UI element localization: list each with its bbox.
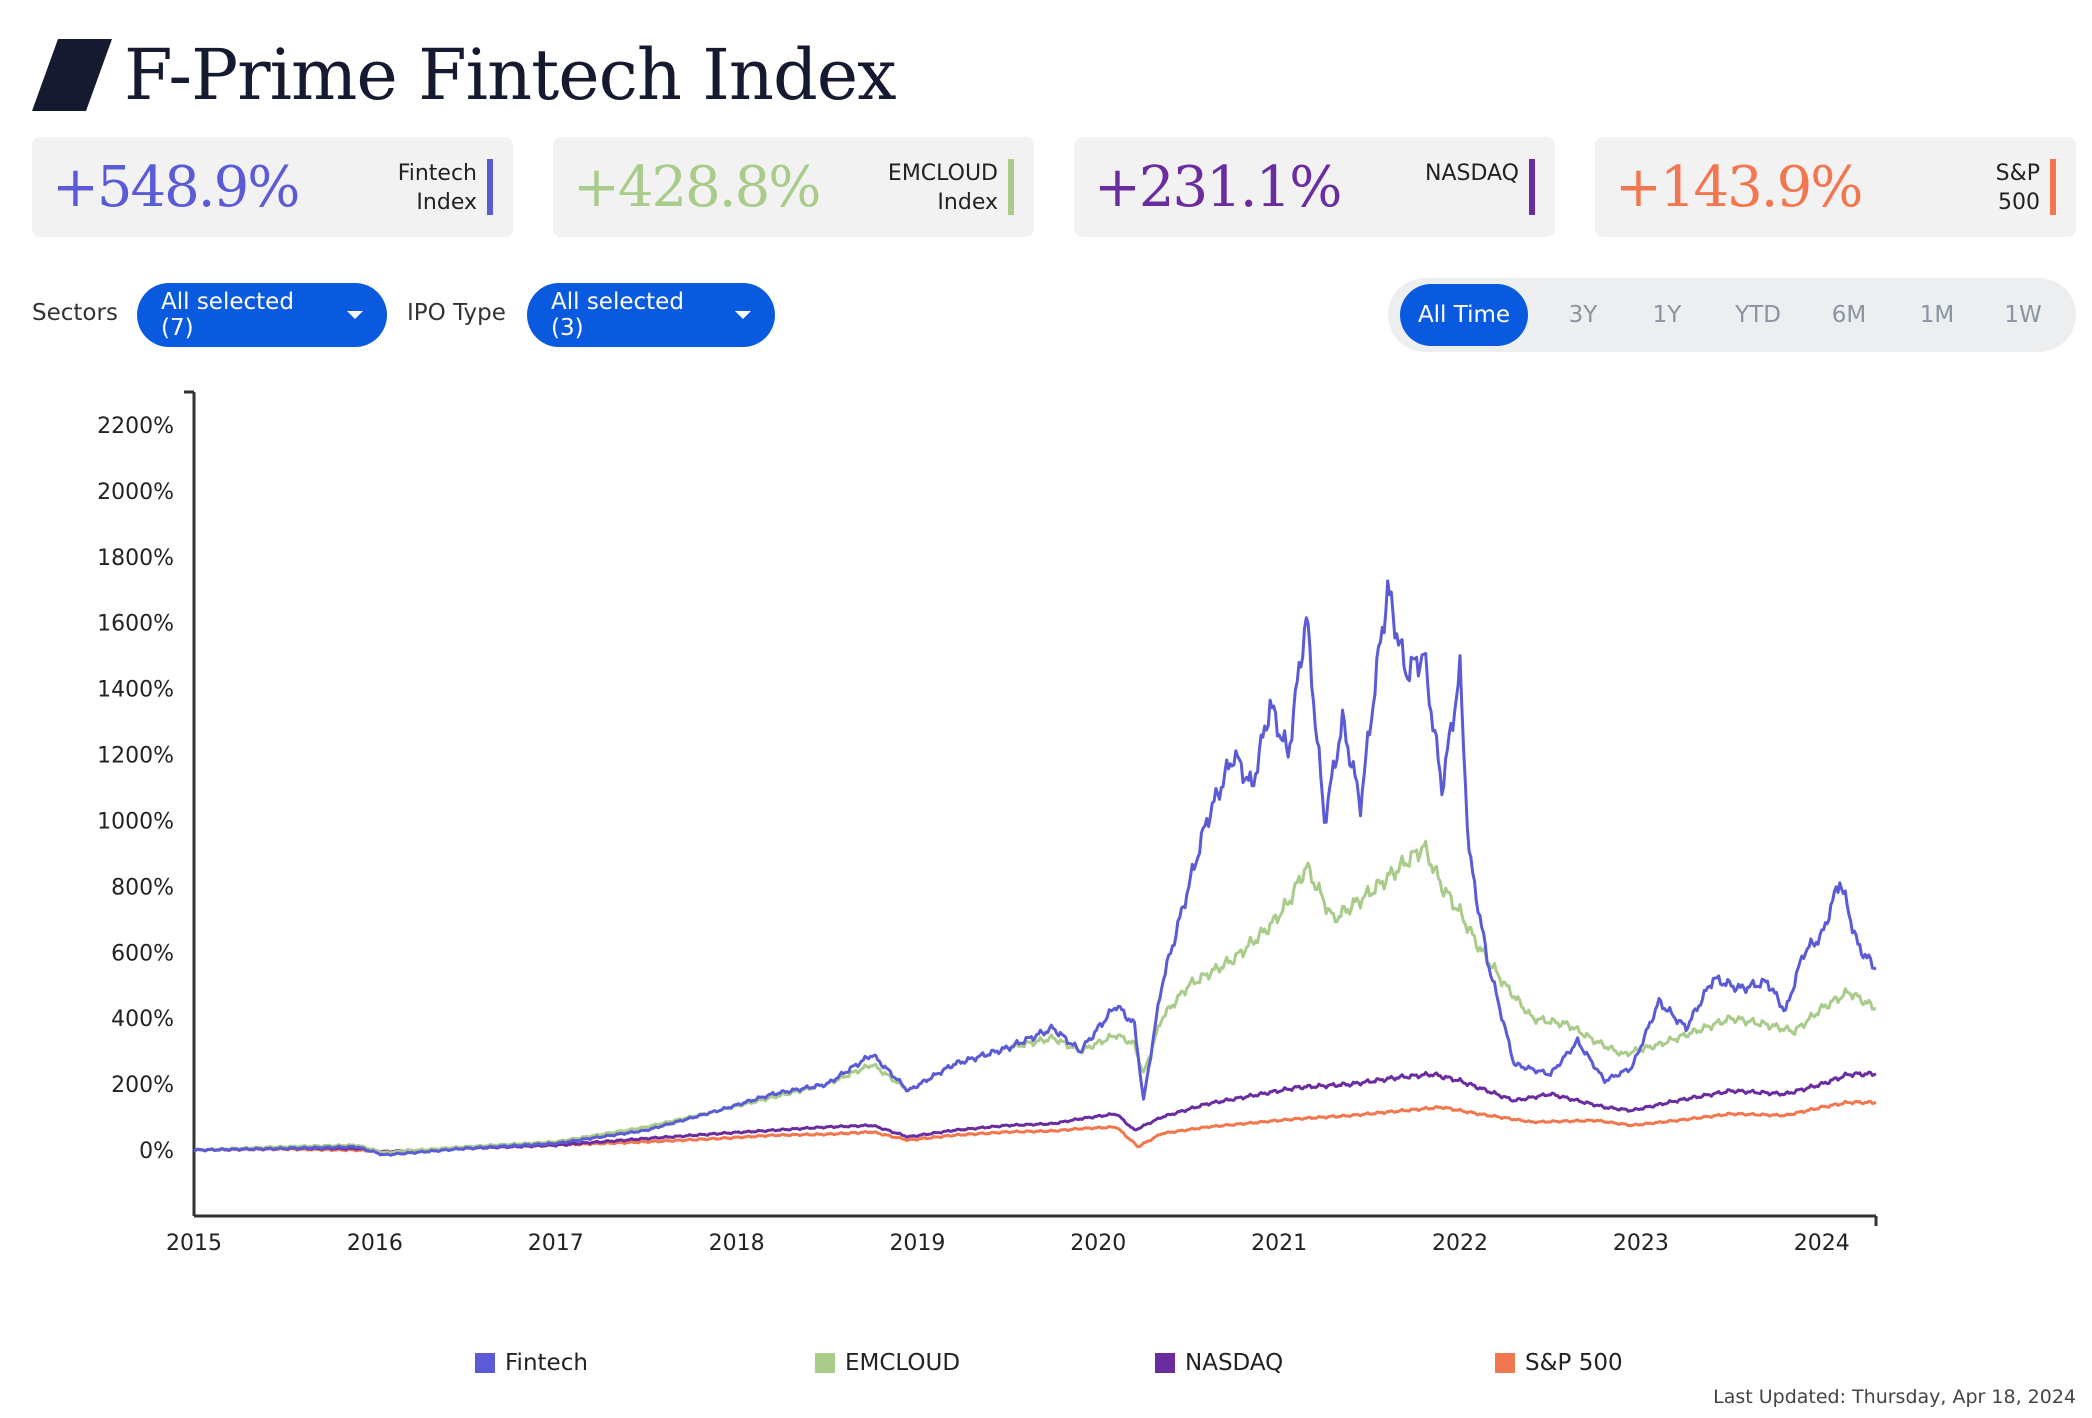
chart-legend: Fintech EMCLOUD NASDAQ S&P 500: [0, 1350, 2092, 1380]
x-tick-label: 2019: [889, 1231, 945, 1256]
stat-label: S&P 500: [1995, 161, 2040, 215]
y-tick-label: 0%: [139, 1139, 174, 1164]
y-tick-label: 2200%: [97, 414, 174, 439]
x-tick-label: 2018: [709, 1231, 765, 1256]
y-tick-label: 800%: [111, 875, 174, 900]
x-tick-label: 2015: [166, 1231, 222, 1256]
range-ytd[interactable]: YTD: [1735, 302, 1781, 328]
y-tick-label: 1400%: [97, 678, 174, 703]
y-tick-label: 600%: [111, 941, 174, 966]
stat-value: +428.8%: [573, 155, 821, 220]
series-line-fintech: [193, 579, 1877, 1157]
y-tick-label: 1800%: [97, 546, 174, 571]
series-line-nasdaq: [193, 1070, 1877, 1154]
stat-label: EMCLOUD Index: [887, 161, 998, 215]
time-range-selector: All Time 3Y 1Y YTD 6M 1M 1W: [1388, 278, 2076, 352]
stat-color-bar: [487, 159, 493, 215]
caret-down-icon: [347, 311, 363, 319]
legend-item-fintech[interactable]: Fintech: [475, 1350, 588, 1376]
x-tick-label: 2022: [1432, 1231, 1488, 1256]
stat-color-bar: [2050, 159, 2056, 215]
legend-item-sp500[interactable]: S&P 500: [1495, 1350, 1623, 1376]
y-tick-label: 1600%: [97, 612, 174, 637]
stat-label: Fintech Index: [397, 161, 477, 215]
page-title: F-Prime Fintech Index: [124, 34, 897, 116]
legend-label: NASDAQ: [1185, 1350, 1284, 1376]
performance-line-chart: 0% 200% 400% 600% 800% 1000% 1200% 1400% 1600% 18…: [97, 390, 1878, 1256]
slash-logo-icon: [32, 39, 112, 111]
y-tick-label: 2000%: [97, 480, 174, 505]
legend-swatch: [815, 1353, 835, 1373]
x-tick-label: 2024: [1794, 1231, 1850, 1256]
stat-value: +548.9%: [52, 155, 300, 220]
stat-color-bar: [1008, 159, 1014, 215]
stat-color-bar: [1529, 159, 1535, 215]
range-all-time[interactable]: All Time: [1400, 284, 1528, 346]
y-axis: 0% 200% 400% 600% 800% 1000% 1200% 1400% 1600% 18…: [97, 390, 196, 1216]
y-tick-label: 1000%: [97, 809, 174, 834]
sectors-dropdown[interactable]: All selected (7): [137, 283, 387, 347]
stat-card-emcloud: +428.8% EMCLOUD Index: [553, 137, 1034, 237]
y-tick-label: 1200%: [97, 744, 174, 769]
caret-down-icon: [735, 311, 751, 319]
x-axis: 2015 2016 2017 2018 2019 2020 2021 2022 2023 2024: [166, 1214, 1878, 1256]
stat-label: NASDAQ: [1424, 161, 1519, 186]
ipo-type-label: IPO Type: [407, 300, 506, 326]
x-tick-label: 2016: [347, 1231, 403, 1256]
legend-label: Fintech: [505, 1350, 588, 1376]
legend-swatch: [1155, 1353, 1175, 1373]
range-1w[interactable]: 1W: [2004, 302, 2042, 328]
stat-value: +231.1%: [1094, 155, 1342, 220]
legend-label: S&P 500: [1525, 1350, 1623, 1376]
sectors-label: Sectors: [32, 300, 118, 326]
ipo-type-dropdown-value: All selected (3): [551, 289, 684, 341]
range-1m[interactable]: 1M: [1919, 302, 1955, 328]
range-1y[interactable]: 1Y: [1652, 302, 1682, 328]
legend-item-nasdaq[interactable]: NASDAQ: [1155, 1350, 1283, 1376]
y-tick-label: 200%: [111, 1073, 174, 1098]
y-tick-label: 400%: [111, 1007, 174, 1032]
stat-card-sp500: +143.9% S&P 500: [1595, 137, 2076, 237]
legend-swatch: [475, 1353, 495, 1373]
x-tick-label: 2021: [1251, 1231, 1307, 1256]
series-lines: [193, 579, 1877, 1157]
page-header: F-Prime Fintech Index: [32, 30, 897, 120]
x-tick-label: 2017: [528, 1231, 584, 1256]
stat-value: +143.9%: [1615, 155, 1863, 220]
range-6m[interactable]: 6M: [1831, 302, 1867, 328]
range-3y[interactable]: 3Y: [1568, 302, 1598, 328]
sectors-dropdown-value: All selected (7): [161, 289, 294, 341]
series-line-emcloud: [193, 839, 1876, 1155]
x-tick-label: 2020: [1070, 1231, 1126, 1256]
stat-card-fintech: +548.9% Fintech Index: [32, 137, 513, 237]
legend-item-emcloud[interactable]: EMCLOUD: [815, 1350, 960, 1376]
last-updated-text: Last Updated: Thursday, Apr 18, 2024: [1713, 1386, 2076, 1408]
ipo-type-dropdown[interactable]: All selected (3): [527, 283, 775, 347]
stat-card-nasdaq: +231.1% NASDAQ: [1074, 137, 1555, 237]
legend-swatch: [1495, 1353, 1515, 1373]
legend-label: EMCLOUD: [845, 1350, 961, 1376]
x-tick-label: 2023: [1613, 1231, 1669, 1256]
